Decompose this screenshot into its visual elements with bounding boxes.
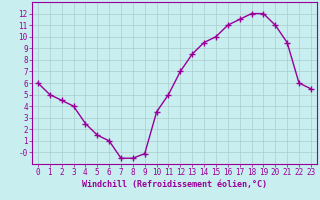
X-axis label: Windchill (Refroidissement éolien,°C): Windchill (Refroidissement éolien,°C)	[82, 180, 267, 189]
